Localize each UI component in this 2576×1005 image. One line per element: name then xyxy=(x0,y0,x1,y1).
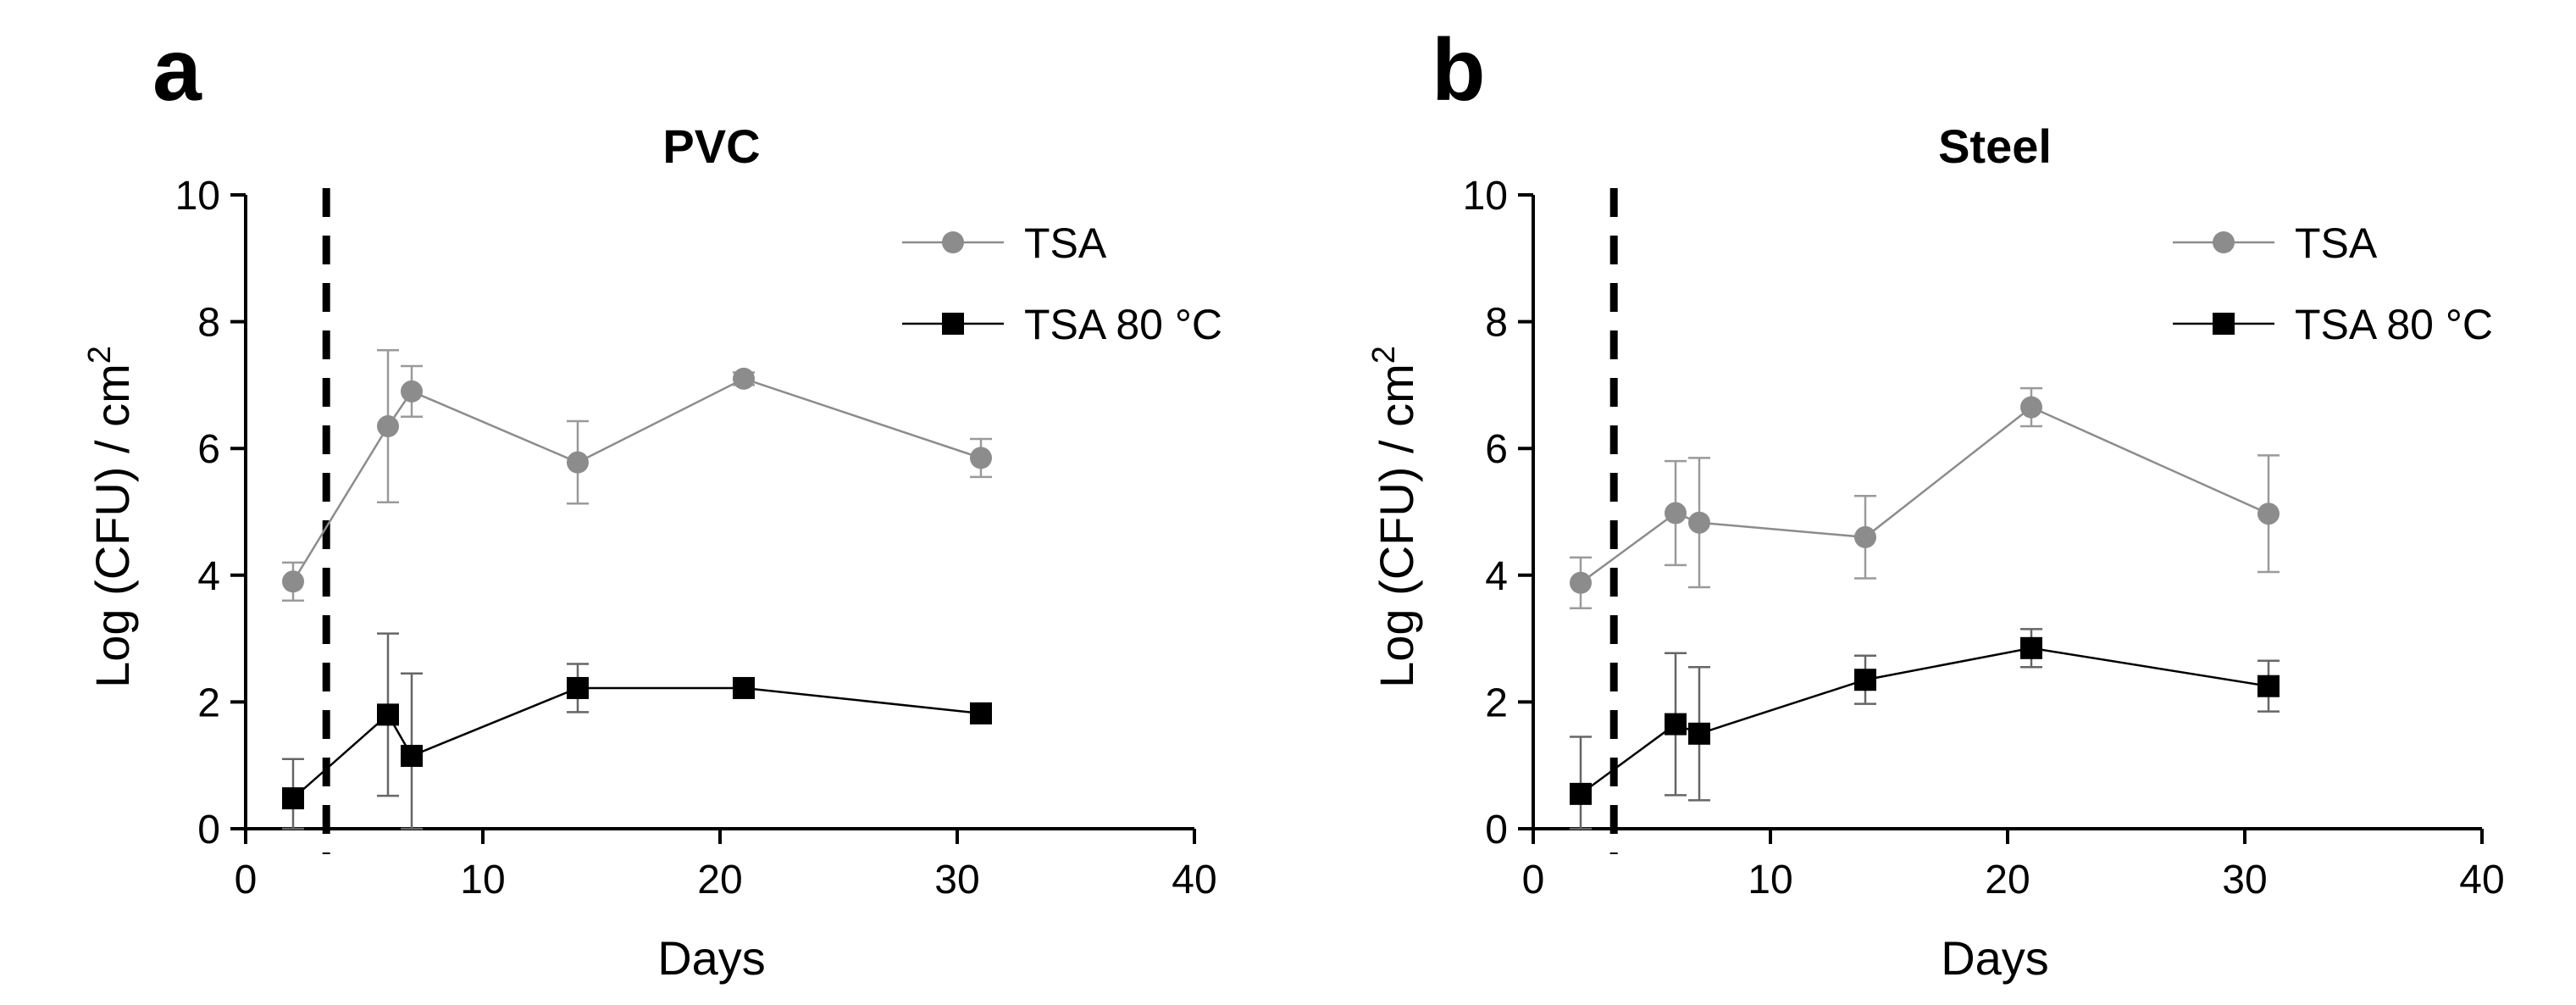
panel-b: b Steel Days Log (CFU) / cm2 0 10 20 30 40 0 2… xyxy=(1366,21,2505,985)
data-point xyxy=(377,703,399,726)
data-point xyxy=(1570,782,1592,805)
y-tick-label: 6 xyxy=(1485,427,1508,472)
y-tick-label: 0 xyxy=(197,808,220,852)
data-point xyxy=(970,447,992,469)
series-layer xyxy=(1570,386,2280,830)
data-point xyxy=(2257,502,2280,525)
data-point xyxy=(1854,669,1876,691)
x-tick-label: 10 xyxy=(1748,858,1792,902)
legend-label: TSA xyxy=(1024,219,1107,267)
series-layer xyxy=(282,349,992,830)
y-tick-label: 0 xyxy=(1485,808,1508,852)
x-tick-label: 40 xyxy=(2459,858,2504,902)
x-tick-label: 40 xyxy=(1172,858,1216,902)
data-point xyxy=(1688,722,1710,745)
legend-marker xyxy=(942,313,964,335)
panel-letter: b xyxy=(1432,21,1486,119)
legend-label: TSA xyxy=(2295,219,2378,267)
y-tick-label: 10 xyxy=(1463,174,1508,219)
data-point xyxy=(2020,396,2042,419)
legend: TSA TSA 80 °C xyxy=(2173,219,2493,348)
x-tick-label: 10 xyxy=(460,858,505,902)
x-tick-label: 30 xyxy=(934,858,979,902)
data-point xyxy=(401,380,423,403)
y-axis-label: Log (CFU) / cm2 xyxy=(1366,346,1423,688)
data-point xyxy=(1665,502,1687,525)
x-tick-label: 0 xyxy=(1522,858,1545,902)
chart-title: Steel xyxy=(1938,119,2052,173)
data-point xyxy=(1665,713,1687,736)
axes: 0 10 20 30 40 0 2 4 6 8 10 xyxy=(175,174,1217,902)
data-point xyxy=(1854,525,1876,548)
axes: 0 10 20 30 40 0 2 4 6 8 10 xyxy=(1463,174,2505,902)
data-point xyxy=(282,570,304,593)
y-tick-label: 10 xyxy=(175,174,220,219)
legend: TSA TSA 80 °C xyxy=(902,219,1222,348)
legend-entry: TSA xyxy=(2173,219,2378,267)
series-tsa-80c xyxy=(1570,628,2280,830)
data-point xyxy=(567,451,589,474)
legend-marker xyxy=(2213,313,2235,335)
data-point xyxy=(733,367,755,390)
x-axis-label: Days xyxy=(657,931,766,985)
series-line xyxy=(292,686,982,800)
legend-marker xyxy=(2213,231,2235,253)
y-tick-label: 8 xyxy=(197,301,220,346)
legend-entry: TSA 80 °C xyxy=(902,301,1222,348)
data-point xyxy=(567,676,589,699)
legend-marker xyxy=(942,231,964,253)
data-point xyxy=(2020,636,2042,659)
y-tick-label: 8 xyxy=(1485,301,1508,346)
x-axis-label: Days xyxy=(1941,931,2049,985)
panel-letter: a xyxy=(152,21,202,119)
y-tick-label: 4 xyxy=(197,554,220,599)
series-tsa xyxy=(1570,386,2280,609)
data-point xyxy=(401,744,423,767)
data-point xyxy=(1688,511,1710,534)
data-point xyxy=(970,702,992,725)
data-point xyxy=(282,787,304,810)
x-tick-label: 20 xyxy=(1985,858,2030,902)
data-point xyxy=(1570,571,1592,594)
y-tick-label: 6 xyxy=(197,427,220,472)
y-tick-label: 4 xyxy=(1485,554,1508,599)
y-tick-label: 2 xyxy=(197,680,220,725)
series-tsa-80c xyxy=(282,632,992,830)
data-point xyxy=(2257,675,2280,697)
x-tick-label: 20 xyxy=(697,858,742,902)
series-line xyxy=(1580,647,2269,795)
series-tsa xyxy=(282,349,992,602)
panel-a: a PVC Days Log (CFU) / cm2 0 10 20 30 40 0 2 4 6… xyxy=(82,21,1222,985)
legend-label: TSA 80 °C xyxy=(2295,301,2493,348)
series-line xyxy=(1580,406,2269,584)
legend-label: TSA 80 °C xyxy=(1024,301,1222,348)
x-tick-label: 30 xyxy=(2222,858,2267,902)
y-tick-label: 2 xyxy=(1485,680,1508,725)
legend-entry: TSA 80 °C xyxy=(2173,301,2493,348)
x-tick-label: 0 xyxy=(235,858,258,902)
chart-title: PVC xyxy=(662,119,760,173)
legend-entry: TSA xyxy=(902,219,1107,267)
series-line xyxy=(291,377,982,582)
data-point xyxy=(733,676,755,699)
y-axis-label: Log (CFU) / cm2 xyxy=(82,346,139,688)
data-point xyxy=(377,415,399,438)
